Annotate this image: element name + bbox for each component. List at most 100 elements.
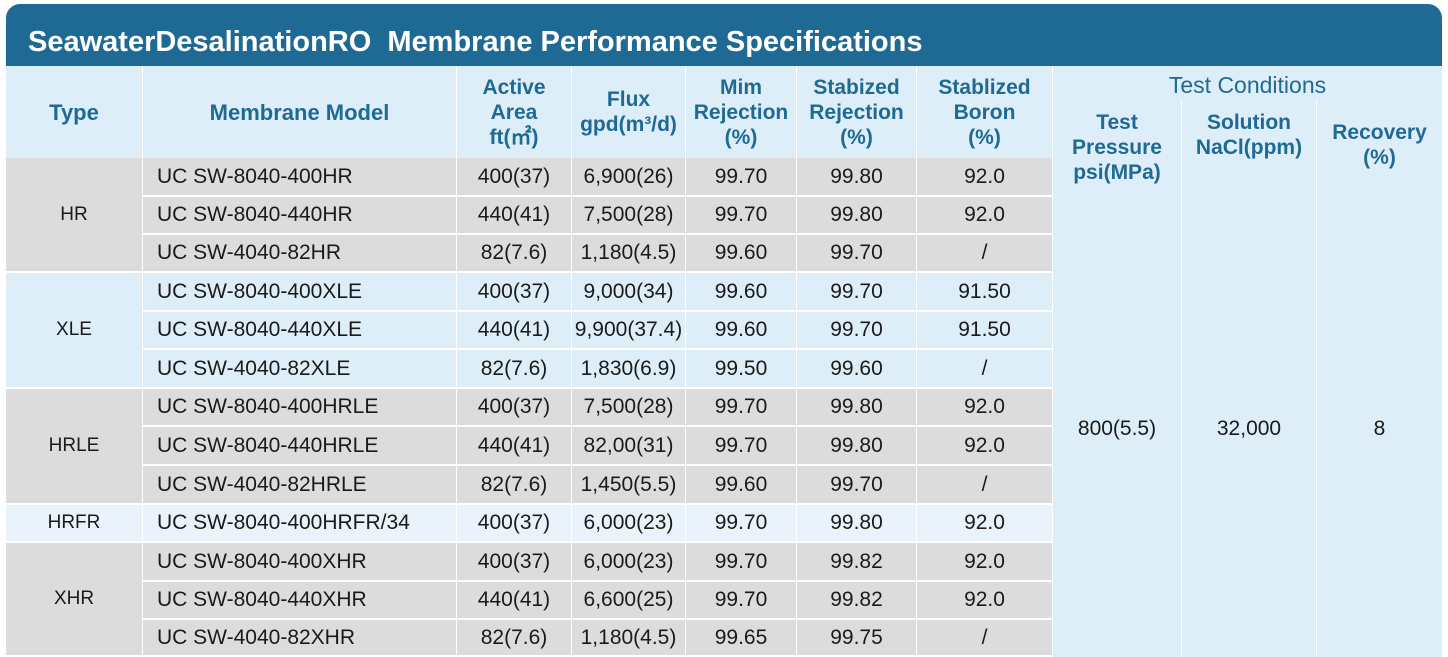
cell-boron: 92.0: [917, 389, 1053, 427]
header-type: Type: [6, 66, 143, 158]
cell-area: 440(41): [457, 427, 572, 466]
cell-flux: 1,180(4.5): [572, 620, 686, 657]
cell-min-rej: 99.70: [686, 158, 797, 197]
cell-boron: 92.0: [917, 505, 1053, 543]
cell-stab-rej: 99.82: [797, 543, 917, 582]
cell-area: 400(37): [457, 543, 572, 582]
cell-model: UC SW-4040-82HRLE: [143, 466, 457, 505]
cell-boron: 91.50: [917, 273, 1053, 312]
header-test-conditions: Test Conditions: [1168, 71, 1327, 98]
cell-stab-rej: 99.82: [797, 582, 917, 620]
cell-area: 82(7.6): [457, 466, 572, 505]
cell-flux: 82,00(31): [572, 427, 686, 466]
title-bar: SeawaterDesalinationRO Membrane Performa…: [6, 4, 1442, 66]
cell-model: UC SW-8040-400HRFR/34: [143, 505, 457, 543]
cell-flux: 7,500(28): [572, 389, 686, 427]
header-row: [6, 66, 1053, 158]
header-pressure: Test Pressure psi(MPa): [1053, 100, 1182, 200]
cell-stab-rej: 99.80: [797, 505, 917, 543]
cell-boron: 92.0: [917, 582, 1053, 620]
cell-boron: 92.0: [917, 543, 1053, 582]
cell-flux: 9,000(34): [572, 273, 686, 312]
cell-boron: 92.0: [917, 158, 1053, 197]
cell-min-rej: 99.70: [686, 389, 797, 427]
cell-min-rej: 99.60: [686, 312, 797, 350]
group-type-xle: XLE: [6, 273, 143, 389]
cell-model: UC SW-8040-440HRLE: [143, 427, 457, 466]
cell-stab-rej: 99.80: [797, 158, 917, 197]
cell-model: UC SW-8040-400HRLE: [143, 389, 457, 427]
cell-flux: 6,600(25): [572, 582, 686, 620]
cell-flux: 6,000(23): [572, 543, 686, 582]
test-conditions-panel: [1053, 66, 1442, 657]
cell-boron: /: [917, 620, 1053, 657]
header-min-rejection: Mim Rejection (%): [686, 66, 797, 158]
cell-model: UC SW-8040-400HR: [143, 158, 457, 197]
header-boron: Stablized Boron (%): [917, 66, 1053, 158]
group-type-hr: HR: [6, 158, 143, 273]
cell-stab-rej: 99.70: [797, 273, 917, 312]
cell-min-rej: 99.70: [686, 582, 797, 620]
cell-min-rej: 99.70: [686, 505, 797, 543]
cell-min-rej: 99.65: [686, 620, 797, 657]
cell-model: UC SW-8040-440XLE: [143, 312, 457, 350]
cell-area: 400(37): [457, 158, 572, 197]
cell-area: 400(37): [457, 505, 572, 543]
cell-area: 440(41): [457, 312, 572, 350]
header-solution: Solution NaCl(ppm): [1182, 100, 1317, 200]
cell-model: UC SW-4040-82HR: [143, 235, 457, 273]
cell-stab-rej: 99.70: [797, 466, 917, 505]
cell-stab-rej: 99.75: [797, 620, 917, 657]
cell-model: UC SW-8040-400XLE: [143, 273, 457, 312]
cell-area: 82(7.6): [457, 350, 572, 389]
cell-area: 400(37): [457, 273, 572, 312]
cell-boron: /: [917, 466, 1053, 505]
cell-area: 440(41): [457, 582, 572, 620]
cell-flux: 1,450(5.5): [572, 466, 686, 505]
cell-min-rej: 99.70: [686, 427, 797, 466]
cell-flux: 6,900(26): [572, 158, 686, 197]
cell-model: UC SW-4040-82XHR: [143, 620, 457, 657]
cell-model: UC SW-8040-400XHR: [143, 543, 457, 582]
cell-stab-rej: 99.70: [797, 235, 917, 273]
cell-area: 440(41): [457, 197, 572, 235]
cell-min-rej: 99.60: [686, 466, 797, 505]
cell-area: 82(7.6): [457, 620, 572, 657]
page-title: SeawaterDesalinationRO Membrane Performa…: [28, 26, 923, 58]
cell-model: UC SW-4040-82XLE: [143, 350, 457, 389]
cell-min-rej: 99.70: [686, 197, 797, 235]
cell-stab-rej: 99.80: [797, 197, 917, 235]
cell-stab-rej: 99.80: [797, 389, 917, 427]
cell-flux: 1,830(6.9): [572, 350, 686, 389]
test-pressure-value: 800(5.5): [1053, 200, 1182, 657]
cell-min-rej: 99.70: [686, 543, 797, 582]
test-recovery-value: 8: [1373, 416, 1386, 440]
cell-boron: 91.50: [917, 312, 1053, 350]
group-type-xhr: XHR: [6, 543, 143, 657]
group-type-hrle: HRLE: [6, 389, 143, 505]
cell-stab-rej: 99.80: [797, 427, 917, 466]
cell-stab-rej: 99.60: [797, 350, 917, 389]
cell-boron: 92.0: [917, 197, 1053, 235]
cell-boron: /: [917, 235, 1053, 273]
cell-min-rej: 99.50: [686, 350, 797, 389]
cell-model: UC SW-8040-440HR: [143, 197, 457, 235]
header-model: Membrane Model: [143, 66, 457, 158]
cell-area: 82(7.6): [457, 235, 572, 273]
cell-boron: 92.0: [917, 427, 1053, 466]
header-recovery: Recovery (%): [1332, 121, 1427, 169]
cell-min-rej: 99.60: [686, 273, 797, 312]
cell-flux: 1,180(4.5): [572, 235, 686, 273]
cell-flux: 9,900(37.4): [572, 312, 686, 350]
header-flux: Flux gpd(m³/d): [572, 66, 686, 158]
cell-flux: 7,500(28): [572, 197, 686, 235]
cell-area: 400(37): [457, 389, 572, 427]
header-area: Active Area ft(㎡): [457, 66, 572, 158]
test-solution-value: 32,000: [1182, 200, 1317, 657]
cell-stab-rej: 99.70: [797, 312, 917, 350]
cell-model: UC SW-8040-440XHR: [143, 582, 457, 620]
header-stab-rejection: Stabized Rejection (%): [797, 66, 917, 158]
cell-boron: /: [917, 350, 1053, 389]
group-type-hrfr: HRFR: [6, 505, 143, 543]
